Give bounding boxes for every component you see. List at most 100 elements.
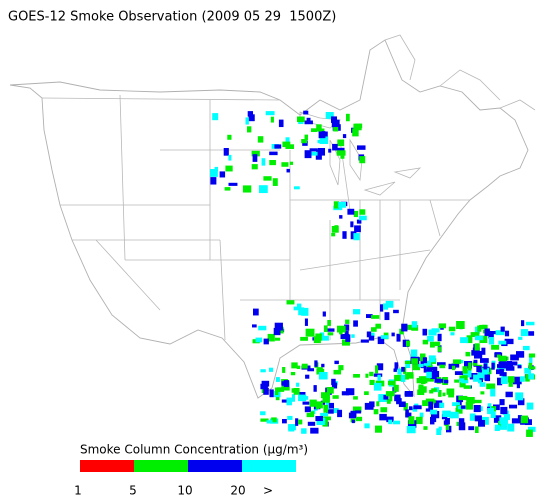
smoke-pixel	[437, 333, 442, 342]
smoke-pixel	[402, 339, 410, 347]
smoke-pixel	[269, 160, 276, 166]
smoke-pixel	[321, 363, 325, 368]
smoke-pixel	[369, 401, 375, 408]
smoke-pixel	[336, 147, 345, 152]
smoke-pixel	[369, 379, 375, 386]
smoke-pixel	[528, 426, 536, 432]
smoke-pixel	[528, 331, 535, 336]
smoke-pixel	[418, 363, 424, 368]
smoke-pixel	[511, 418, 521, 424]
smoke-pixel	[494, 424, 500, 431]
smoke-pixel	[422, 357, 428, 364]
smoke-pixel	[342, 134, 347, 139]
smoke-pixels	[210, 110, 536, 437]
smoke-pixel	[291, 362, 298, 369]
smoke-pixel	[255, 337, 263, 343]
smoke-pixel	[269, 151, 278, 156]
smoke-pixel	[267, 333, 275, 342]
smoke-pixel	[505, 366, 515, 371]
smoke-pixel	[472, 361, 478, 366]
smoke-pixel	[529, 357, 533, 363]
smoke-pixel	[332, 143, 338, 151]
smoke-pixel	[258, 325, 267, 331]
smoke-pixel	[304, 318, 308, 326]
smoke-pixel	[480, 391, 485, 395]
smoke-pixel	[482, 324, 488, 329]
smoke-pixel	[401, 323, 408, 332]
smoke-pixel	[468, 362, 472, 371]
smoke-pixel	[292, 394, 296, 402]
smoke-pixel	[353, 320, 358, 327]
smoke-pixel	[281, 384, 290, 391]
smoke-pixel	[393, 384, 399, 392]
smoke-pixel	[476, 365, 482, 373]
smoke-pixel	[351, 419, 355, 424]
smoke-pixel	[438, 390, 442, 397]
smoke-pixel	[397, 368, 402, 375]
smoke-pixel	[273, 327, 281, 336]
smoke-pixel	[481, 347, 486, 355]
smoke-pixel	[516, 381, 520, 389]
smoke-pixel	[263, 387, 269, 395]
smoke-pixel	[365, 373, 369, 378]
smoke-pixel	[422, 400, 429, 407]
smoke-pixel	[322, 395, 330, 403]
smoke-pixel	[438, 426, 442, 431]
smoke-pixel	[306, 117, 311, 122]
smoke-pixel	[313, 385, 317, 392]
color-bar-label: >	[263, 484, 273, 498]
map-title: GOES-12 Smoke Observation (2009 05 29 15…	[8, 10, 336, 25]
smoke-pixel	[454, 379, 460, 383]
smoke-pixel	[392, 420, 401, 425]
smoke-pixel	[508, 380, 513, 387]
smoke-pixel	[345, 334, 351, 342]
smoke-pixel	[271, 417, 277, 423]
smoke-pixel	[438, 323, 447, 329]
smoke-pixel	[225, 165, 233, 172]
smoke-pixel	[336, 150, 346, 156]
smoke-pixel	[428, 355, 436, 363]
smoke-pixel	[465, 402, 474, 410]
smoke-pixel	[269, 367, 274, 372]
smoke-pixel	[517, 398, 525, 406]
smoke-pixel	[386, 416, 394, 423]
smoke-pixel	[353, 123, 362, 131]
smoke-pixel	[251, 150, 260, 157]
smoke-pixel	[483, 363, 488, 370]
smoke-pixel	[433, 400, 443, 408]
smoke-pixel	[497, 377, 503, 386]
smoke-pixel	[307, 368, 315, 372]
smoke-pixel	[394, 394, 401, 402]
smoke-pixel	[500, 326, 505, 332]
smoke-pixel	[499, 417, 508, 424]
smoke-pixel	[353, 210, 359, 218]
smoke-pixel	[503, 414, 510, 421]
smoke-pixel	[333, 369, 342, 375]
smoke-pixel	[413, 405, 422, 410]
color-bar-label: 5	[129, 484, 137, 498]
smoke-pixel	[261, 158, 266, 166]
smoke-pixel	[423, 360, 431, 366]
smoke-pixel	[263, 176, 272, 181]
smoke-pixel	[506, 361, 513, 369]
smoke-pixel	[509, 404, 518, 409]
smoke-pixel	[379, 413, 387, 421]
smoke-pixel	[455, 407, 463, 414]
smoke-pixel	[510, 354, 519, 361]
smoke-pixel	[265, 111, 275, 116]
smoke-pixel	[458, 422, 466, 431]
base-map	[9, 34, 536, 399]
smoke-pixel	[520, 329, 528, 337]
smoke-pixel	[364, 423, 370, 429]
smoke-pixel	[528, 362, 533, 368]
smoke-pixel	[495, 330, 505, 336]
smoke-pixel	[487, 407, 495, 415]
smoke-pixel	[282, 419, 287, 424]
smoke-pixel	[436, 428, 442, 436]
smoke-pixel	[404, 392, 411, 396]
smoke-pixel	[304, 406, 311, 413]
smoke-pixel	[380, 407, 388, 413]
smoke-pixel	[348, 412, 357, 419]
smoke-pixel	[359, 209, 366, 215]
smoke-pixel	[519, 376, 525, 382]
